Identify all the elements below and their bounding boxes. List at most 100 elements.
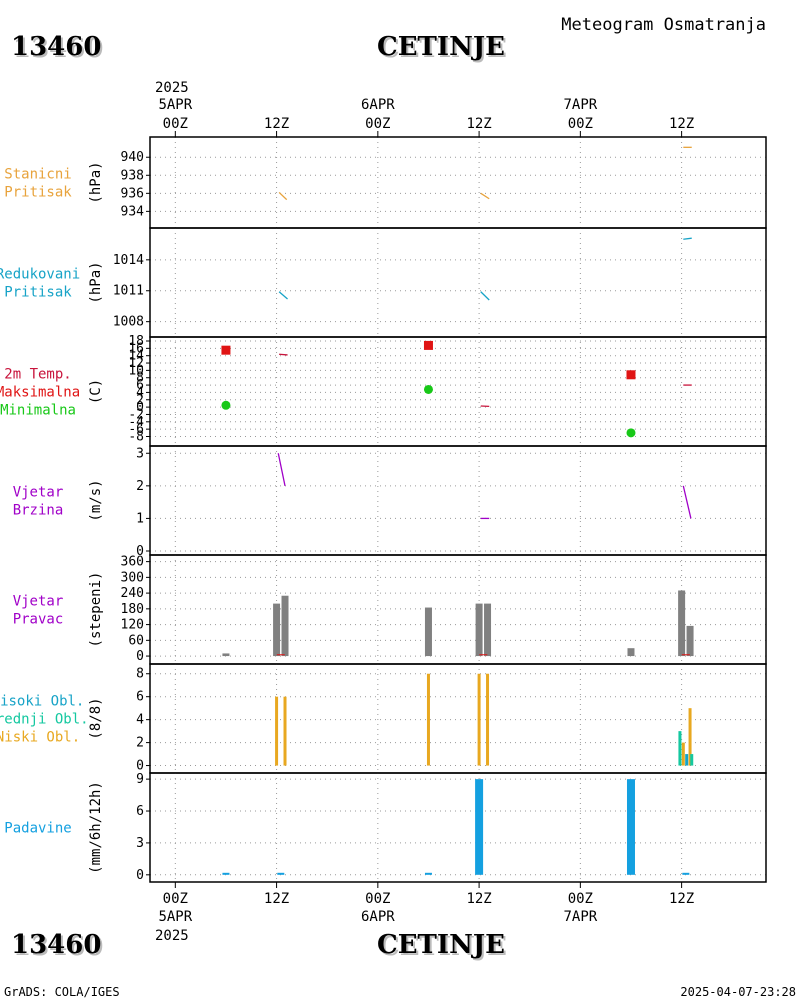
panel-label-line: Vjetar — [13, 594, 64, 610]
min-temp-marker — [626, 428, 636, 438]
y-tick-label: 938 — [121, 168, 144, 183]
bar — [682, 872, 690, 875]
panels: 934936938940(hPa)StanicniPritisak1008101… — [0, 136, 767, 883]
y-tick-label: 0 — [136, 544, 144, 559]
bottom-date-label: 6APR — [361, 909, 395, 925]
panel-label-line: 2m Temp. — [4, 367, 71, 383]
bar — [273, 603, 281, 657]
panel-frame — [149, 136, 767, 229]
top-date-label: 5APR — [158, 97, 192, 113]
y-tick-label: 3 — [136, 446, 144, 461]
y-tick-label: 2 — [136, 736, 144, 751]
station-code-shadow: 13460 — [13, 34, 103, 64]
y-tick-label: 6 — [136, 804, 144, 819]
y-tick-label: 2 — [136, 479, 144, 494]
series-segment — [278, 191, 288, 201]
bar — [426, 673, 430, 766]
panel-label-line: Padavine — [4, 821, 71, 837]
panel-frame — [149, 445, 767, 556]
y-tick-label: 934 — [121, 204, 145, 219]
panel-pressure_station: 934 936 938 940 (hPa) Stanicni Pritisak — [4, 136, 767, 229]
station-name-top: CETINJE — [377, 32, 505, 62]
bar — [477, 673, 481, 766]
top-hour-label: 12Z — [466, 116, 491, 132]
y-tick-label: -2 — [128, 407, 144, 422]
top-hour-label: 12Z — [264, 116, 289, 132]
bottom-date-label: 7APR — [563, 909, 597, 925]
bar — [690, 754, 694, 766]
y-axis-label: (mm/6h/12h) — [88, 781, 104, 874]
y-tick-label: 940 — [121, 150, 144, 165]
panel-label-line: Minimalna — [0, 403, 76, 419]
y-tick-label: -4 — [128, 415, 144, 430]
footer-station-name-shadow: CETINJE — [379, 932, 507, 962]
y-tick-label: 10 — [128, 363, 144, 378]
max-temp-marker — [221, 345, 231, 355]
panel-wind_speed: 0 1 2 3 (m/s) Vjetar Brzina — [13, 445, 767, 559]
bottom-year-label: 2025 — [155, 928, 189, 944]
y-tick-label: 9 — [136, 772, 144, 787]
panel-frame — [149, 336, 767, 447]
y-tick-label: 0 — [136, 400, 144, 415]
y-tick-label: 0 — [136, 649, 144, 664]
y-tick-label: -8 — [128, 429, 144, 444]
bar — [222, 872, 230, 875]
panel-precipitation: 0 3 6 9 (mm/6h/12h) Padavine — [4, 772, 767, 883]
y-tick-label: 180 — [121, 602, 144, 617]
y-tick-label: -6 — [128, 422, 144, 437]
panel-label-line: Visoki Obl. — [0, 694, 84, 710]
footer-left-credit: GrADS: COLA/IGES — [4, 985, 120, 999]
y-tick-label: 0 — [136, 759, 144, 774]
panel-frame — [149, 772, 767, 883]
y-tick-label: 936 — [121, 186, 144, 201]
panel-label-line: Maksimalna — [0, 385, 80, 401]
bottom-hour-label: 12Z — [669, 891, 694, 907]
bar — [626, 779, 635, 875]
y-tick-label: 16 — [128, 341, 144, 356]
panel-pressure_reduced: 1008 1011 1014 (hPa) Redukovani Pritisak — [0, 227, 767, 338]
y-tick-label: 360 — [121, 555, 144, 570]
panel-frame — [149, 227, 767, 338]
y-tick-label: 60 — [128, 633, 144, 648]
series-segment — [277, 453, 286, 486]
footer-station-name: CETINJE — [377, 930, 505, 960]
panel-clouds: 0 2 4 6 8 (8/8)Visoki Obl. Srednji Obl. Niski O… — [0, 663, 767, 774]
bar — [281, 595, 289, 657]
y-tick-label: 12 — [128, 356, 144, 371]
y-axis-label: (hPa) — [88, 261, 104, 303]
bar — [222, 653, 230, 657]
y-tick-label: 300 — [121, 570, 144, 585]
panel-label-line: Brzina — [13, 503, 64, 519]
top-hour-label: 12Z — [669, 116, 694, 132]
panel-frame — [149, 663, 767, 774]
bottom-time-axis: 00Z 5APR 12Z 00Z 6APR 12Z 00Z 7APR 12Z — [158, 882, 694, 925]
bar — [678, 590, 686, 657]
footer-right-timestamp: 2025-04-07-23:28 — [680, 985, 796, 999]
y-tick-label: 1 — [136, 511, 144, 526]
chart-type-title: Meteogram Osmatranja — [561, 15, 766, 35]
top-hour-label: 00Z — [568, 116, 593, 132]
bar — [275, 696, 279, 766]
series-segment — [480, 192, 490, 200]
top-year-label: 2025 — [155, 80, 189, 96]
y-tick-label: 18 — [128, 334, 144, 349]
footer-station-code-shadow: 13460 — [13, 932, 103, 962]
y-tick-label: 8 — [136, 371, 144, 386]
y-axis-label: (8/8) — [88, 697, 104, 739]
bar — [424, 607, 432, 657]
y-tick-label: 1011 — [113, 284, 144, 299]
bar — [475, 779, 484, 875]
panel-label-line: Pritisak — [4, 185, 72, 201]
bottom-date-label: 5APR — [158, 909, 192, 925]
top-date-label: 7APR — [563, 97, 597, 113]
max-temp-marker — [423, 340, 433, 350]
panel-label-line: Redukovani — [0, 267, 80, 283]
bar — [686, 625, 694, 657]
top-time-axis: 5APR 00Z 12Z 6APR 00Z 12Z 7APR 00Z 12Z — [158, 97, 694, 137]
bar — [486, 673, 490, 766]
y-axis-label: (C) — [88, 379, 104, 404]
bottom-hour-label: 12Z — [466, 891, 491, 907]
